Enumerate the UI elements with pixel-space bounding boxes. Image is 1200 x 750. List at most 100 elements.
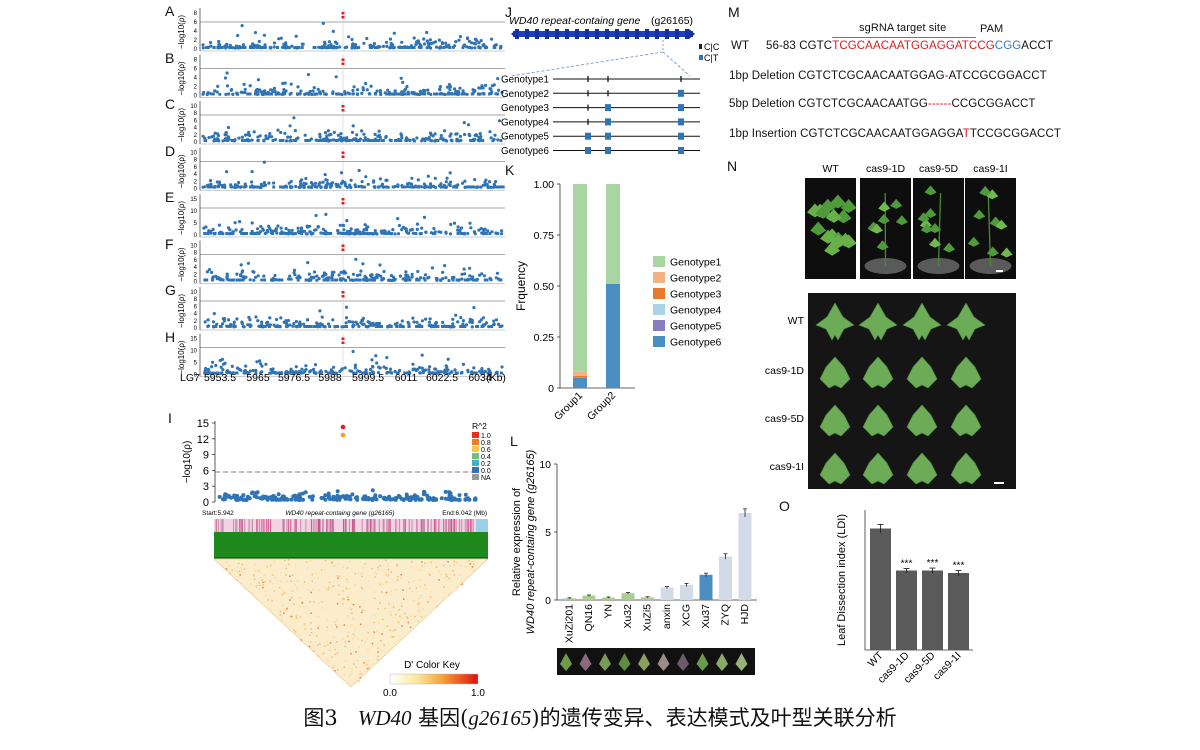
snp-dot [276, 46, 279, 49]
snp-dot [442, 185, 446, 189]
snp-dot [480, 272, 484, 276]
ld-cell [332, 565, 335, 567]
snp-dot [467, 46, 471, 49]
snp-dot [288, 274, 292, 278]
snp-dot [463, 272, 467, 276]
snp-dot [288, 135, 292, 139]
legend-label: Genotype1 [670, 257, 722, 269]
y-tick: 6 [194, 304, 198, 310]
snp-mark [295, 519, 297, 532]
snp-mark [459, 519, 460, 532]
snp-dot [291, 371, 295, 375]
ld-cell [262, 581, 264, 584]
snp-dot [374, 92, 378, 96]
snp-dot [207, 268, 211, 272]
ld-cell [293, 629, 295, 631]
snp-dot [341, 223, 345, 227]
snp-mark [259, 519, 261, 532]
ld-cell [377, 647, 379, 649]
legend-swatch [472, 432, 479, 438]
snp-dot [276, 497, 281, 502]
ld-cell [239, 574, 241, 576]
ld-cell [321, 607, 323, 609]
plant-leaf [967, 236, 980, 247]
ld-cell [254, 563, 257, 566]
snp-dot [223, 44, 227, 48]
snp-dot [211, 320, 216, 324]
ld-cell [409, 626, 412, 629]
snp-dot [463, 132, 467, 137]
snp-dot [284, 227, 288, 231]
snp-dot [419, 46, 423, 49]
ld-cell [304, 605, 307, 608]
ld-cell [379, 583, 381, 586]
legend-swatch [653, 272, 665, 283]
snp-dot [203, 320, 207, 324]
ld-cell [310, 628, 312, 630]
ld-cell [361, 639, 363, 642]
snp-dot [414, 495, 419, 500]
ld-cell [397, 575, 399, 578]
ld-cell [348, 588, 351, 590]
ld-cell [404, 612, 406, 615]
y-axis-label: −log10(ρ) [177, 61, 186, 95]
ld-cell [284, 609, 287, 612]
snp-dot [334, 182, 338, 186]
snp-dot [311, 89, 315, 93]
leaf-row-label: WT [788, 315, 805, 327]
snp-dot [285, 46, 289, 49]
snp-dot [404, 492, 409, 497]
ld-cell [348, 607, 350, 610]
ld-cell [336, 575, 339, 577]
ld-cell [418, 579, 421, 581]
snp-dot [463, 325, 467, 328]
ld-cell [353, 635, 356, 637]
ld-cell [351, 603, 353, 605]
snp-dot [457, 38, 461, 42]
snp-dot [376, 371, 381, 375]
y-tick: 10 [190, 244, 197, 250]
snp-dot [347, 35, 351, 39]
snp-dot [339, 132, 343, 136]
snp-dot [481, 183, 485, 187]
ld-cell [421, 616, 423, 618]
leaf-row-label: cas9-1I [770, 461, 804, 473]
snp-dot [284, 41, 288, 45]
snp-dot [358, 278, 362, 282]
snp-dot [487, 180, 492, 184]
ld-cell [406, 617, 409, 619]
y-tick: 15 [190, 197, 197, 203]
snp-dot [282, 497, 287, 502]
snp-dot [254, 371, 258, 375]
snp-dot [494, 276, 498, 280]
snp-dot [321, 89, 325, 93]
significant-snp [341, 155, 345, 158]
snp-dot [304, 368, 308, 372]
snp-dot [225, 274, 229, 279]
snp-dot [396, 217, 400, 221]
snp-dot [300, 178, 304, 182]
snp-dot [351, 272, 356, 276]
significant-snp [341, 12, 345, 15]
snp-dot [220, 371, 224, 375]
ld-cell [358, 680, 360, 682]
y-tick: 5 [194, 361, 198, 367]
snp-dot [423, 273, 428, 277]
snp-dot [459, 325, 463, 328]
snp-dot [417, 366, 422, 370]
expression-bar [719, 556, 732, 600]
snp-dot [331, 29, 335, 33]
snp-dot [310, 497, 315, 502]
snp-dot [380, 231, 384, 235]
legend-swatch [653, 320, 665, 331]
snp-dot [357, 230, 362, 234]
snp-dot [254, 315, 258, 319]
snp-dot [374, 497, 379, 502]
ld-cell [225, 561, 228, 563]
snp-dot [484, 232, 488, 235]
snp-dot [207, 185, 211, 189]
snp-mark [470, 519, 472, 532]
snp-dot [401, 277, 405, 281]
snp-dot [203, 232, 207, 235]
